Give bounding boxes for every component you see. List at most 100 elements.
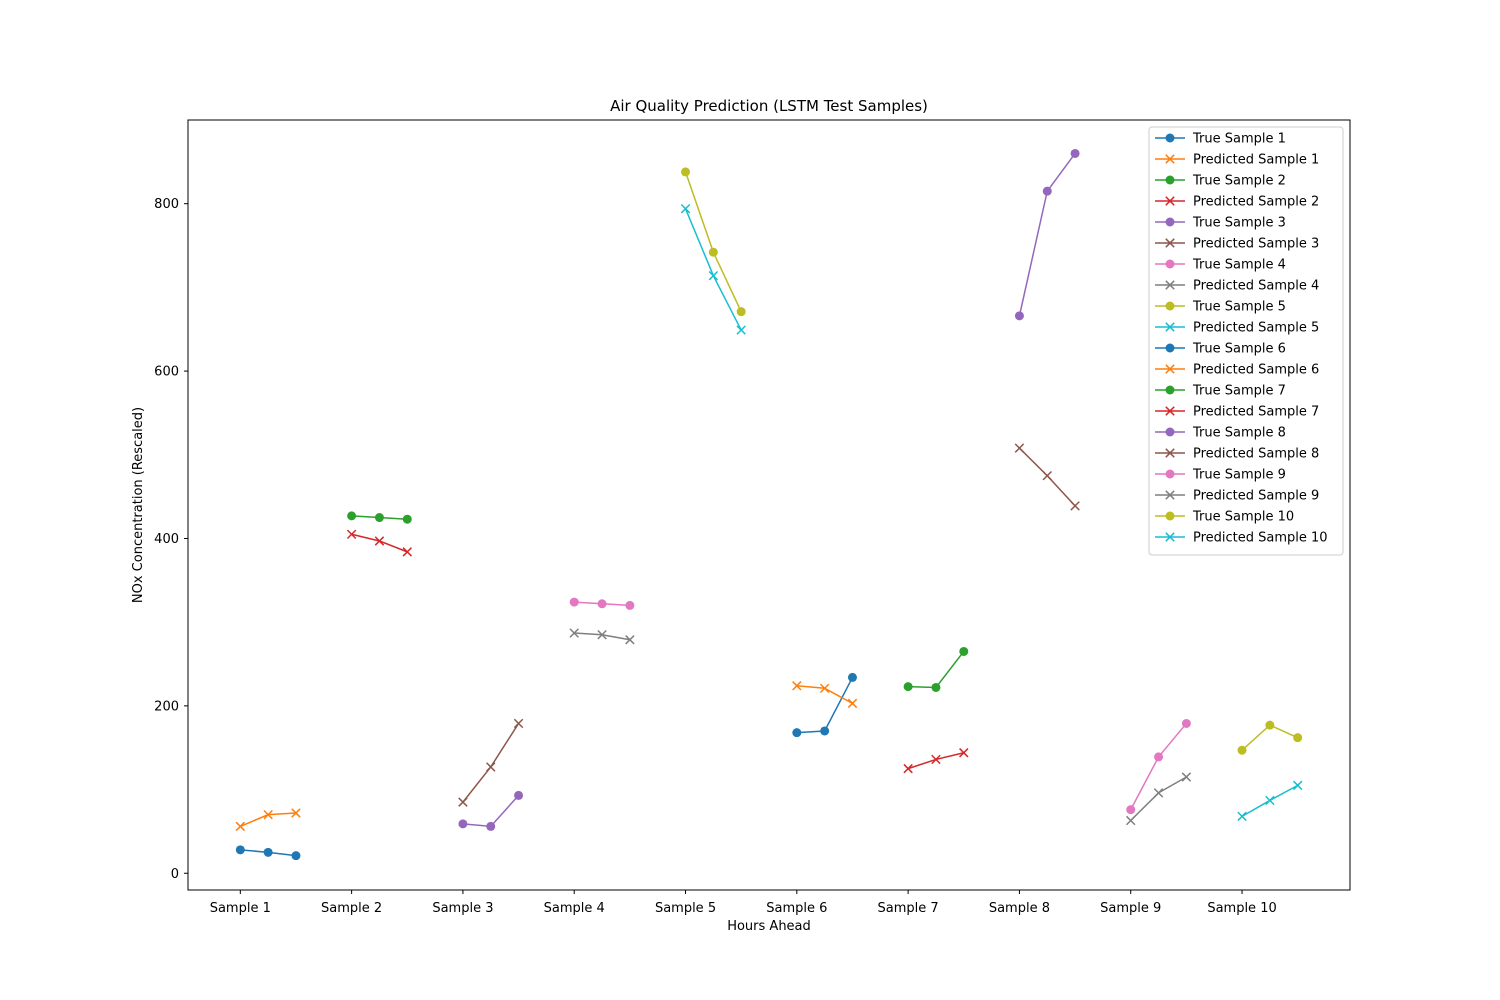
data-point-predicted-sample-4-1 <box>569 628 579 638</box>
data-point-true-sample-8-3 <box>1070 148 1080 158</box>
series-predicted-sample-9 <box>1126 772 1192 826</box>
legend-marker <box>1165 511 1175 521</box>
x-tick-label: Sample 10 <box>1207 901 1276 916</box>
data-point-true-sample-3-3 <box>514 790 524 800</box>
legend-entry-predicted-sample-1: Predicted Sample 1 <box>1155 153 1319 168</box>
legend-marker <box>1165 427 1175 437</box>
data-point-predicted-sample-8-2 <box>1042 470 1052 481</box>
x-tick-label: Sample 6 <box>766 901 827 916</box>
series-true-sample-2 <box>347 511 412 524</box>
data-point-true-sample-7-2 <box>931 682 941 692</box>
series-true-sample-5 <box>681 167 746 317</box>
legend-entry-true-sample-10: True Sample 10 <box>1155 510 1294 525</box>
legend-label: True Sample 3 <box>1192 216 1286 231</box>
data-point-predicted-sample-7-2 <box>931 754 941 765</box>
legend-entry-predicted-sample-4: Predicted Sample 4 <box>1155 279 1319 294</box>
legend-marker <box>1165 196 1175 206</box>
legend-label: True Sample 6 <box>1192 342 1286 357</box>
series-true-sample-4 <box>569 597 635 610</box>
legend-label: True Sample 9 <box>1192 468 1286 483</box>
data-point-true-sample-5-2 <box>708 247 718 257</box>
data-point-true-sample-3-1 <box>458 819 468 829</box>
data-point-true-sample-5-1 <box>681 167 691 177</box>
legend-entry-true-sample-5: True Sample 5 <box>1155 300 1286 315</box>
legend-marker <box>1165 532 1175 542</box>
series-predicted-sample-2 <box>346 529 412 557</box>
series-true-sample-3 <box>458 790 524 831</box>
data-point-true-sample-1-3 <box>291 851 301 861</box>
legend-label: True Sample 10 <box>1192 510 1294 525</box>
legend-marker <box>1165 469 1175 479</box>
legend-label: Predicted Sample 6 <box>1193 363 1319 378</box>
data-point-predicted-sample-4-3 <box>625 635 635 645</box>
data-point-true-sample-3-2 <box>486 821 496 831</box>
legend-label: Predicted Sample 5 <box>1193 321 1319 336</box>
legend-marker <box>1165 238 1175 248</box>
x-axis-label: Hours Ahead <box>727 919 811 934</box>
series-predicted-sample-4 <box>569 628 635 645</box>
data-point-predicted-sample-8-3 <box>1070 501 1080 511</box>
legend-entry-true-sample-8: True Sample 8 <box>1155 426 1286 441</box>
data-point-predicted-sample-6-1 <box>792 681 802 691</box>
data-point-true-sample-4-2 <box>597 599 607 609</box>
legend-entry-true-sample-2: True Sample 2 <box>1155 174 1286 189</box>
y-axis-label: NOx Concentration (Rescaled) <box>131 407 146 603</box>
data-point-true-sample-10-1 <box>1237 745 1247 755</box>
y-tick-label: 0 <box>171 867 179 882</box>
data-point-predicted-sample-6-3 <box>847 698 858 709</box>
data-point-true-sample-6-1 <box>792 728 802 738</box>
legend-marker <box>1165 364 1175 374</box>
legend-label: Predicted Sample 3 <box>1193 237 1319 252</box>
series-true-sample-10 <box>1237 720 1303 755</box>
legend-entry-predicted-sample-3: Predicted Sample 3 <box>1155 237 1319 252</box>
legend-marker <box>1165 175 1175 185</box>
data-point-predicted-sample-4-2 <box>597 629 607 640</box>
plot-area <box>235 148 1303 861</box>
legend-label: True Sample 7 <box>1192 384 1286 399</box>
legend-entry-predicted-sample-2: Predicted Sample 2 <box>1155 195 1319 210</box>
data-point-predicted-sample-5-3 <box>736 325 746 335</box>
legend-entry-predicted-sample-8: Predicted Sample 8 <box>1155 447 1319 462</box>
data-point-predicted-sample-2-2 <box>374 536 385 546</box>
legend-marker <box>1165 448 1175 458</box>
data-point-predicted-sample-1-1 <box>235 821 246 832</box>
data-point-predicted-sample-3-3 <box>513 718 524 729</box>
data-point-predicted-sample-3-2 <box>486 762 496 772</box>
legend-entry-predicted-sample-6: Predicted Sample 6 <box>1155 363 1319 378</box>
data-point-true-sample-2-3 <box>402 514 412 524</box>
data-point-true-sample-6-2 <box>820 726 830 736</box>
data-point-predicted-sample-10-1 <box>1237 811 1247 822</box>
legend: True Sample 1 Predicted Sample 1 True Samp… <box>1148 126 1344 556</box>
series-true-sample-9 <box>1126 718 1191 815</box>
series-true-sample-7 <box>903 646 969 692</box>
legend-entry-true-sample-9: True Sample 9 <box>1155 468 1286 483</box>
legend-marker <box>1165 406 1175 416</box>
legend-label: Predicted Sample 2 <box>1193 195 1319 210</box>
legend-label: True Sample 8 <box>1192 426 1286 441</box>
legend-marker <box>1165 133 1175 143</box>
data-point-predicted-sample-5-2 <box>708 270 719 281</box>
legend-entry-true-sample-7: True Sample 7 <box>1155 384 1286 399</box>
data-point-predicted-sample-8-1 <box>1014 443 1025 453</box>
legend-label: Predicted Sample 7 <box>1193 405 1319 420</box>
legend-entry-predicted-sample-10: Predicted Sample 10 <box>1155 531 1328 546</box>
x-axis: Sample 1 Sample 2 Sample 3 Sample 4 Sample 5… <box>210 890 1277 916</box>
x-tick-label: Sample 2 <box>321 901 382 916</box>
data-point-true-sample-9-3 <box>1181 718 1191 728</box>
data-point-true-sample-1-1 <box>235 845 245 855</box>
data-point-predicted-sample-7-3 <box>959 748 969 758</box>
data-point-predicted-sample-10-2 <box>1265 795 1275 806</box>
legend-label: Predicted Sample 10 <box>1193 531 1328 546</box>
data-point-true-sample-2-1 <box>347 511 357 521</box>
legend-label: True Sample 5 <box>1192 300 1286 315</box>
series-true-sample-1 <box>235 845 301 861</box>
data-point-predicted-sample-9-1 <box>1126 815 1136 826</box>
x-tick-label: Sample 1 <box>210 901 271 916</box>
legend-entry-true-sample-4: True Sample 4 <box>1155 258 1286 273</box>
legend-entry-true-sample-3: True Sample 3 <box>1155 216 1286 231</box>
x-tick-label: Sample 7 <box>878 901 939 916</box>
data-point-true-sample-8-2 <box>1042 186 1052 196</box>
data-point-predicted-sample-3-1 <box>458 797 468 807</box>
